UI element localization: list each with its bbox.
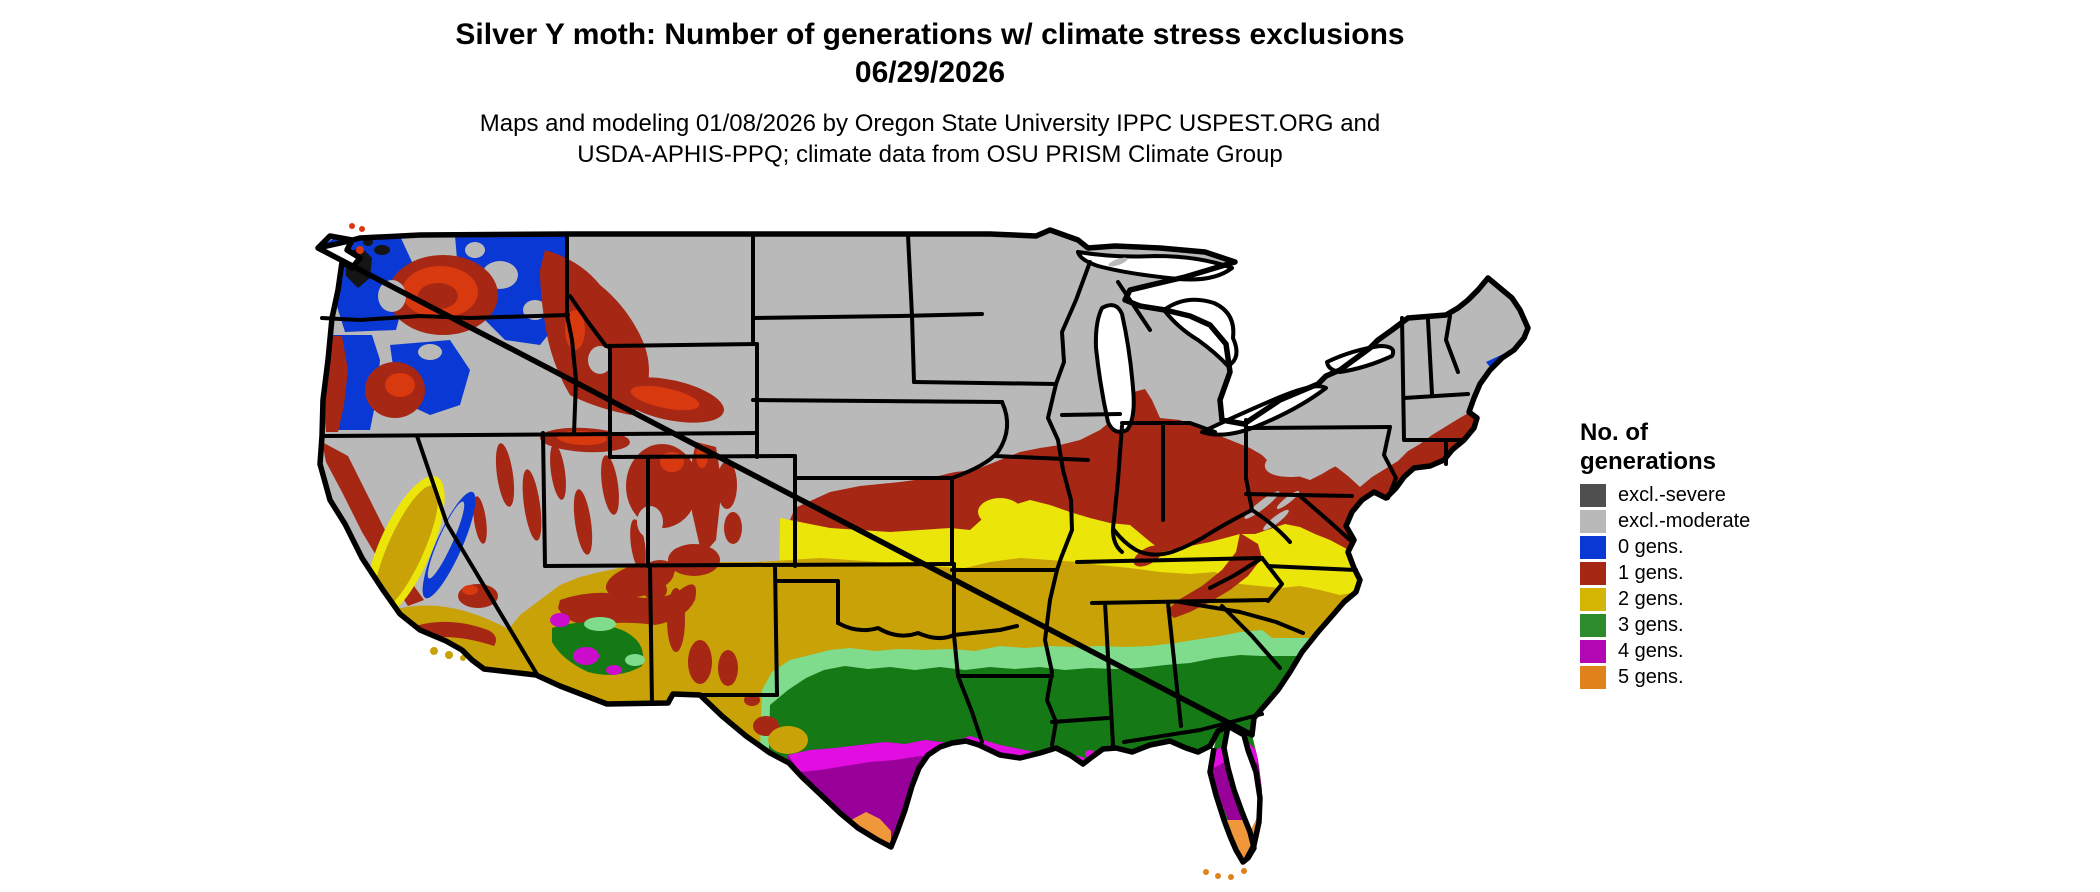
legend-label-3-gens: 3 gens. <box>1618 614 1684 636</box>
subtitle-line-1: Maps and modeling 01/08/2026 by Oregon S… <box>479 110 1381 137</box>
page-title: Silver Y moth: Number of generations w/ … <box>455 18 1405 51</box>
legend-swatch-3-gens <box>1580 614 1606 637</box>
legend-item-5-gens: 5 gens. <box>1580 666 1880 689</box>
legend-label-excl-severe: excl.-severe <box>1618 484 1726 506</box>
legend-swatch-4-gens <box>1580 640 1606 663</box>
legend-item-excl-severe: excl.-severe <box>1580 484 1880 507</box>
header: Silver Y moth: Number of generations w/ … <box>240 16 1620 170</box>
legend-swatch-2-gens <box>1580 588 1606 611</box>
page-title-date: 06/29/2026 <box>854 56 1006 89</box>
legend-item-3-gens: 3 gens. <box>1580 614 1880 637</box>
legend-swatch-0-gens <box>1580 536 1606 559</box>
legend-item-excl-moderate: excl.-moderate <box>1580 510 1880 533</box>
legend-swatch-1-gens <box>1580 562 1606 585</box>
legend-swatch-excl-severe <box>1580 484 1606 507</box>
legend: No. of generations excl.-severe excl.-mo… <box>1580 418 1880 692</box>
legend-swatch-excl-moderate <box>1580 510 1606 533</box>
legend-label-5-gens: 5 gens. <box>1618 666 1684 688</box>
legend-label-2-gens: 2 gens. <box>1618 588 1684 610</box>
legend-label-1-gens: 1 gens. <box>1618 562 1684 584</box>
subtitle-block: Maps and modeling 01/08/2026 by Oregon S… <box>240 108 1620 170</box>
legend-label-4-gens: 4 gens. <box>1618 640 1684 662</box>
legend-item-1-gens: 1 gens. <box>1580 562 1880 585</box>
legend-label-excl-moderate: excl.-moderate <box>1618 510 1751 532</box>
lake-michigan <box>1093 303 1136 434</box>
us-map-image <box>300 218 1572 892</box>
offshore-features <box>349 223 1247 880</box>
legend-label-0-gens: 0 gens. <box>1618 536 1684 558</box>
us-outline <box>315 227 1531 865</box>
legend-title-line-2: generations <box>1580 448 1717 475</box>
legend-items: excl.-severe excl.-moderate 0 gens. 1 ge… <box>1580 484 1880 689</box>
legend-swatch-5-gens <box>1580 666 1606 689</box>
legend-item-0-gens: 0 gens. <box>1580 536 1880 559</box>
legend-title-line-1: No. of <box>1580 419 1648 446</box>
subtitle-line-2: USDA-APHIS-PPQ; climate data from OSU PR… <box>577 141 1283 168</box>
legend-item-4-gens: 4 gens. <box>1580 640 1880 663</box>
legend-item-2-gens: 2 gens. <box>1580 588 1880 611</box>
state-borders <box>320 233 1470 747</box>
